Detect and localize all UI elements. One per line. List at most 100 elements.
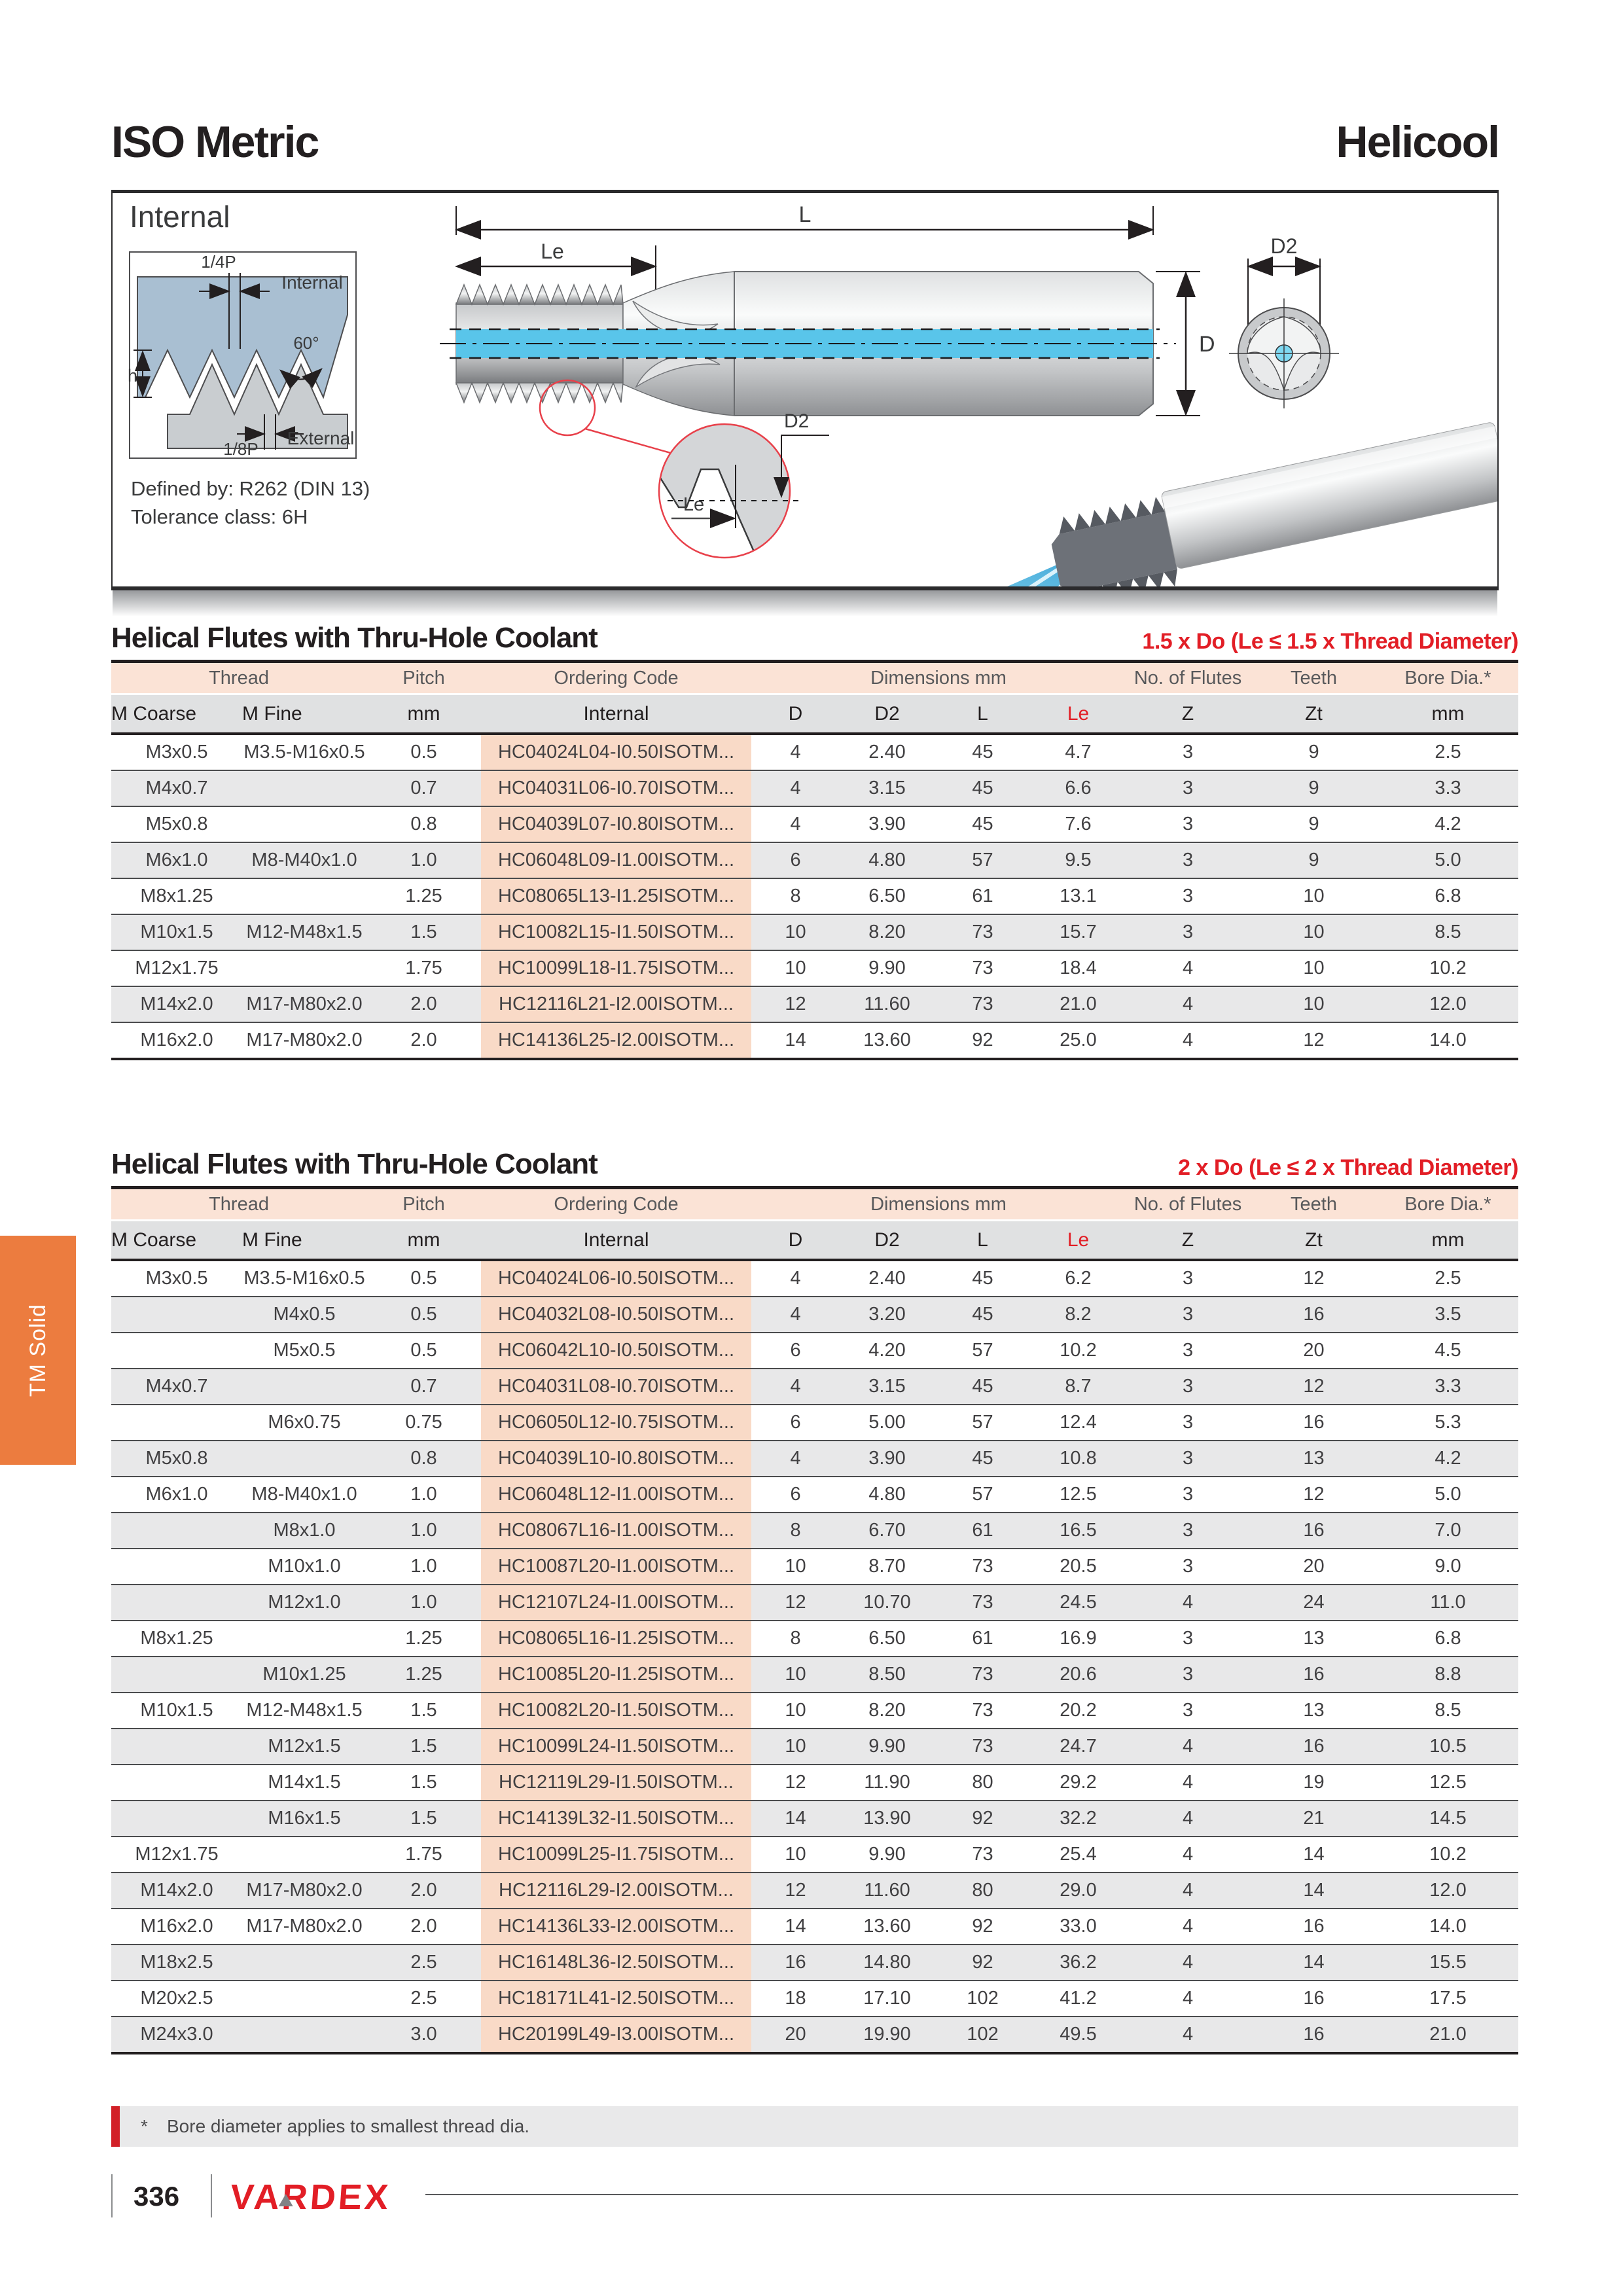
table-row: M12x1.75 1.75 HC10099L18-I1.75ISOTM... 10 9.…	[111, 950, 1519, 986]
bore-dia-cell: 15.5	[1429, 1952, 1467, 1973]
teeth-cell: 12	[1303, 1484, 1325, 1505]
table-row: M10x1.5 M12-M48x1.5 1.5 HC10082L15-I1.50ISO…	[111, 914, 1519, 950]
col-header-l: L	[935, 1220, 1031, 1261]
dim-l-cell: 45	[972, 742, 993, 762]
col-header-pitch-mm: mm	[366, 1220, 482, 1261]
dim-d-cell: 4	[790, 1268, 801, 1289]
table-row: M10x1.0 1.0 HC10087L20-I1.00ISOTM... 10 8.70…	[111, 1549, 1519, 1585]
ordering-code-cell: HC12119L29-I1.50ISOTM...	[481, 1765, 752, 1801]
dim-d2-cell: 8.20	[868, 1700, 906, 1721]
thread-fine-cell: M12-M48x1.5	[246, 1700, 363, 1721]
col-header-bore-mm: mm	[1378, 1220, 1519, 1261]
thread-coarse-cell: M4x0.7	[145, 778, 208, 798]
thread-fine-cell: M3.5-M16x0.5	[243, 742, 365, 762]
bore-dia-cell: 6.8	[1435, 1628, 1461, 1649]
teeth-cell: 9	[1308, 778, 1319, 798]
flutes-cell: 3	[1182, 814, 1194, 834]
technical-diagram: Internal 1/4P Internal 60°	[128, 200, 1497, 586]
ordering-code-cell: HC12116L21-I2.00ISOTM...	[481, 986, 752, 1022]
bore-dia-cell: 8.5	[1435, 922, 1461, 942]
col-header-mfine: M Fine	[242, 694, 367, 735]
dim-d2-cell: 11.90	[864, 1772, 910, 1793]
table-row: M16x2.0 M17-M80x2.0 2.0 HC14136L33-I2.00ISO…	[111, 1909, 1519, 1945]
dim-d-cell: 4	[790, 1448, 801, 1469]
dim-d-cell: 12	[785, 994, 806, 1014]
dim-l-cell: 61	[972, 1628, 993, 1649]
ordering-code-cell: HC14139L32-I1.50ISOTM...	[481, 1801, 752, 1837]
pitch-cell: 0.5	[410, 1340, 437, 1361]
dim-l-cell: 92	[972, 1030, 993, 1050]
group-header-bore: Bore Dia.*	[1378, 661, 1519, 695]
thread-detail-view: D2 Le	[658, 410, 829, 559]
dim-d2-cell: 11.60	[864, 994, 910, 1014]
table-row: M6x0.75 0.75 HC06050L12-I0.75ISOTM... 6 5.00…	[111, 1405, 1519, 1441]
dim-d2-cell: 3.90	[868, 814, 906, 834]
teeth-cell: 10	[1303, 958, 1325, 978]
dim-d-cell: 6	[790, 1484, 801, 1505]
thread-coarse-cell	[111, 1585, 242, 1621]
tolerance-text: Tolerance class: 6H	[131, 505, 308, 528]
bore-dia-cell: 3.3	[1435, 778, 1461, 798]
dim-le-cell: 41.2	[1060, 1988, 1097, 2009]
defined-by-text: Defined by: R262 (DIN 13)	[131, 477, 370, 500]
ordering-code-cell: HC10099L18-I1.75ISOTM...	[481, 950, 752, 986]
teeth-cell: 16	[1303, 1412, 1325, 1433]
dim-l-cell: 61	[972, 886, 993, 906]
footer-rule	[425, 2194, 1518, 2195]
thread-coarse-cell	[111, 1657, 242, 1693]
pitch-cell: 1.5	[410, 1772, 437, 1793]
table-row: M10x1.25 1.25 HC10085L20-I1.25ISOTM... 10 8.…	[111, 1657, 1519, 1693]
flutes-cell: 3	[1182, 778, 1194, 798]
table-row: M4x0.5 0.5 HC04032L08-I0.50ISOTM... 4 3.20 45…	[111, 1297, 1519, 1333]
detail-label-Le: Le	[683, 494, 704, 515]
dim-le-cell: 15.7	[1060, 922, 1097, 942]
dim-l-cell: 45	[972, 1448, 993, 1469]
dim-d2-cell: 4.20	[868, 1340, 906, 1361]
table-row: M4x0.7 0.7 HC04031L06-I0.70ISOTM... 4 3.15 45…	[111, 770, 1519, 806]
dim-l-cell: 45	[972, 1376, 993, 1397]
pitch-cell: 2.0	[410, 1030, 437, 1050]
dim-le-cell: 33.0	[1060, 1916, 1097, 1937]
table-row: M12x1.75 1.75 HC10099L25-I1.75ISOTM... 10 9.…	[111, 1837, 1519, 1873]
ordering-code-cell: HC10082L20-I1.50ISOTM...	[481, 1693, 752, 1729]
teeth-cell: 16	[1303, 1304, 1325, 1325]
pitch-cell: 0.8	[410, 1448, 437, 1469]
dim-le-cell: 25.4	[1060, 1844, 1097, 1865]
dim-d-cell: 10	[785, 1556, 806, 1577]
flutes-cell: 3	[1182, 886, 1194, 906]
thread-fine-cell	[242, 878, 366, 914]
flutes-cell: 3	[1182, 1628, 1194, 1649]
bore-dia-cell: 12.0	[1429, 994, 1467, 1014]
dim-d-cell: 8	[790, 1628, 801, 1649]
pitch-cell: 1.0	[410, 850, 437, 870]
ordering-code-cell: HC04031L08-I0.70ISOTM...	[481, 1369, 752, 1405]
flutes-cell: 4	[1182, 1952, 1194, 1973]
teeth-cell: 20	[1303, 1556, 1325, 1577]
group-header-ordering: Ordering Code	[481, 1187, 752, 1221]
dim-d2-cell: 6.50	[868, 886, 906, 906]
thread-fine-cell: M12x1.0	[268, 1592, 341, 1613]
dim-l-cell: 73	[972, 994, 993, 1014]
flutes-cell: 4	[1182, 2024, 1194, 2045]
group-header-thread: Thread	[111, 1187, 367, 1221]
thread-coarse-cell	[111, 1297, 242, 1333]
ordering-code-cell: HC10087L20-I1.00ISOTM...	[481, 1549, 752, 1585]
page-number: 336	[134, 2181, 180, 2212]
footnote-asterisk: *	[141, 2116, 148, 2136]
group-header-bore: Bore Dia.*	[1378, 1187, 1519, 1221]
bore-dia-cell: 2.5	[1435, 742, 1461, 762]
dim-le-cell: 20.2	[1060, 1700, 1097, 1721]
dim-l-cell: 57	[972, 850, 993, 870]
dim-l-cell: 102	[967, 1988, 999, 2009]
teeth-cell: 12	[1303, 1268, 1325, 1289]
page-footer: 336 VARDEX	[111, 2174, 1518, 2220]
table2-title: Helical Flutes with Thru-Hole Coolant	[111, 1148, 598, 1180]
bore-dia-cell: 8.5	[1435, 1700, 1461, 1721]
column-header-row: M Coarse M Fine mm Internal D D2 L Le Z …	[111, 1220, 1519, 1261]
dim-label-D2: D2	[1271, 234, 1298, 258]
footnote-accent-bar	[111, 2106, 120, 2147]
label-height: h	[128, 366, 137, 386]
dim-le-cell: 24.7	[1060, 1736, 1097, 1757]
thread-coarse-cell: M5x0.8	[145, 814, 208, 834]
dim-d-cell: 18	[785, 1988, 806, 2009]
